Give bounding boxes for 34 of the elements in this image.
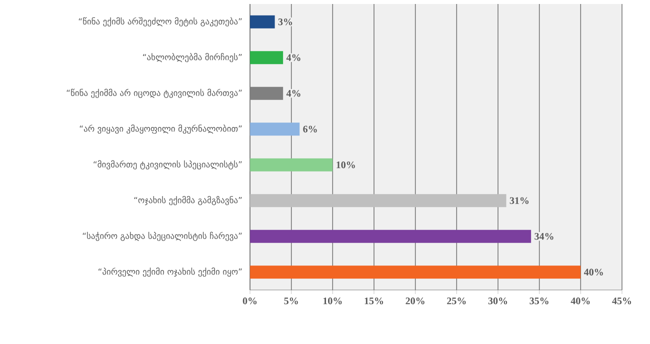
data-label: 10%	[336, 161, 355, 168]
x-tick-label: 15%	[364, 298, 384, 304]
y-tick-label: “მივმართე ტკივილის სპეციალისტს”	[94, 160, 242, 170]
data-label: 3%	[278, 18, 292, 26]
x-tick-label: 30%	[488, 298, 508, 304]
x-tick-label: 0%	[242, 298, 257, 304]
x-tick-label: 10%	[323, 298, 342, 304]
x-tick-label: 35%	[530, 298, 548, 304]
x-tick-label: 20%	[406, 298, 424, 304]
x-tick-label: 5%	[284, 298, 298, 304]
bar	[250, 86, 284, 100]
data-label: 6%	[303, 126, 317, 133]
bar	[250, 15, 275, 28]
y-tick-label: “წინა ექიმს არშეეძლო მეტის გაკეთება”	[78, 17, 242, 26]
y-tick-label: “საჭირო გახდა სპეციალისტის ჩარევა”	[82, 232, 242, 241]
bar	[250, 266, 581, 279]
data-label: 34%	[534, 232, 554, 240]
bar	[250, 194, 506, 208]
x-tick-label: 40%	[570, 298, 590, 304]
y-tick-label: “ახლობლებმა მირჩიეს”	[143, 53, 242, 62]
x-tick-label: 25%	[447, 298, 466, 304]
data-label: 40%	[584, 268, 603, 276]
bar	[250, 230, 532, 243]
data-label: 31%	[510, 197, 529, 204]
bar	[250, 122, 300, 136]
data-label: 4%	[286, 90, 300, 97]
y-tick-label: “პირველი ექიმი ოჯახის ექიმი იყო”	[98, 268, 242, 277]
bar	[250, 158, 333, 172]
x-tick-label: 45%	[612, 298, 632, 304]
y-tick-label: “არ ვიყავი კმაყოფილი მკურნალობით”	[80, 124, 242, 134]
bar	[250, 51, 284, 64]
y-tick-label: “ოჯახის ექიმმა გამგზავნა”	[134, 196, 242, 206]
y-tick-label: “წინა ექიმმა არ იცოდა ტკივილის მართვა”	[66, 88, 242, 98]
data-label: 4%	[286, 54, 300, 62]
